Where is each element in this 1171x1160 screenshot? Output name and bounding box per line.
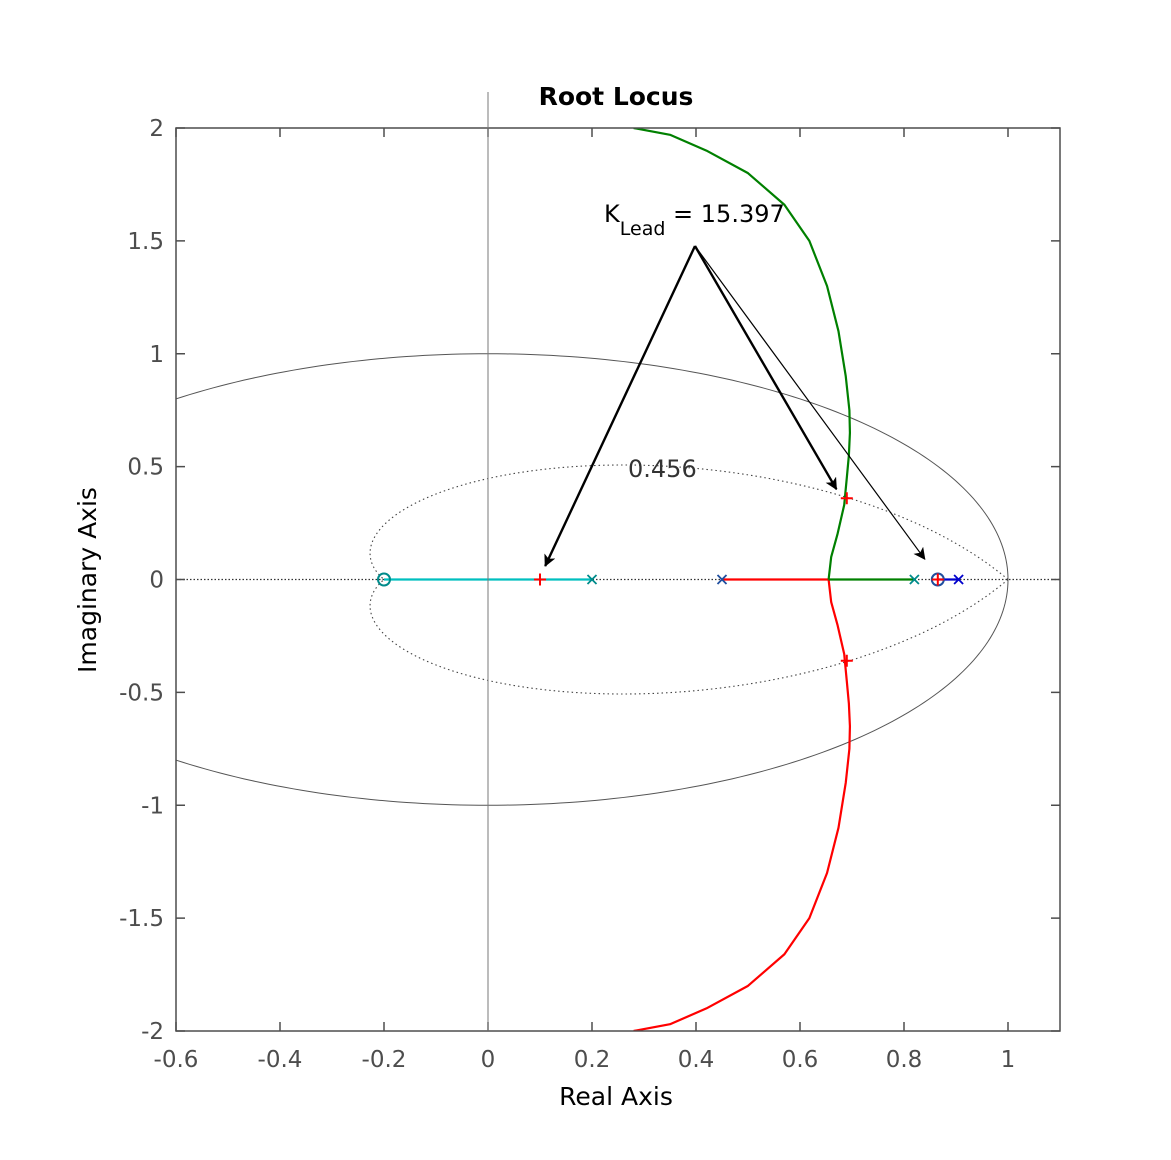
x-tick-label: 0 [481,1047,496,1073]
closed-loop-pole-1 [534,573,546,586]
y-tick-label: -1 [141,793,164,819]
x-tick-label: 0.2 [574,1047,611,1073]
y-tick-label: 1.5 [127,229,164,255]
x-tick-label: 0.4 [678,1047,715,1073]
y-tick-label: -1.5 [119,906,164,932]
y-tick-label: 1 [149,342,164,368]
y-tick-label: 0.5 [127,455,164,481]
y-tick-label: -0.5 [119,680,164,706]
tick-labels: -0.6 -0.4 -0.2 0 0.2 0.4 0.6 0.8 1 2 1.5 1 0.5 0 -0.5 -… [119,116,1015,1073]
x-tick-label: 1 [1001,1047,1016,1073]
chart-title: Root Locus [539,82,694,111]
x-tick-label: 0.8 [886,1047,923,1073]
pole-marker-1 [586,574,598,585]
x-tick-label: -0.2 [362,1047,407,1073]
closed-loop-pole-4 [931,573,944,586]
y-tick-label: -2 [141,1019,164,1045]
gain-value: = 15.397 [665,200,784,228]
x-tick-label: 0.6 [782,1047,819,1073]
annotation-arrow-1 [544,245,697,567]
closed-loop-pole-2 [840,492,853,505]
y-axis-label: Imaginary Axis [73,487,102,673]
pole-marker-2 [716,574,728,585]
locus-branch-2 [633,578,852,1031]
gain-annotation-arrows [544,245,926,567]
annotation-arrow-2 [693,245,838,491]
x-axis-label: Real Axis [559,1082,673,1111]
unit-circle [176,353,1009,806]
y-tick-label: 2 [149,116,164,142]
gain-subscript: Lead [620,218,666,240]
y-tick-label: 0 [149,568,164,594]
pole-marker-3 [909,574,920,585]
pole-zero-markers [377,492,964,667]
annotation-arrow-3 [694,245,926,560]
closed-loop-pole-3 [840,654,853,667]
gain-annotation: KLead = 15.397 [604,200,785,240]
pole-marker-4 [953,574,964,585]
gain-symbol: K [604,200,621,228]
damping-ratio-label: 0.456 [628,455,697,483]
x-tick-label: -0.4 [258,1047,303,1073]
locus-branch-3 [633,128,852,580]
zero-marker-1 [377,572,391,587]
x-tick-label: -0.6 [154,1047,199,1073]
